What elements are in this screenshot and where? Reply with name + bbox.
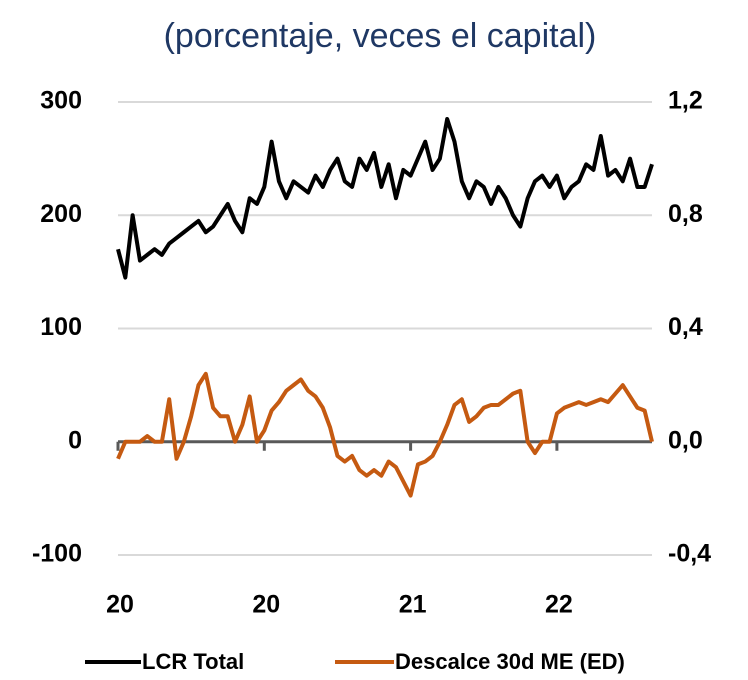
y2-tick-label: 0,4 — [668, 313, 703, 341]
data-line — [116, 371, 654, 498]
legend-label: Descalce 30d ME (ED) — [395, 649, 625, 674]
y2-tick-label: 1,2 — [668, 87, 703, 115]
legend-label: LCR Total — [142, 649, 244, 674]
data-line — [116, 116, 654, 280]
y-tick-label: 300 — [40, 87, 82, 115]
x-tick-label: 20 — [252, 591, 280, 619]
x-tick-label: 20 — [106, 591, 134, 619]
x-tick-label: 21 — [399, 591, 427, 619]
y2-tick-label: -0,4 — [668, 540, 711, 568]
y2-tick-label: 0,8 — [668, 200, 703, 228]
y-tick-label: 0 — [68, 426, 82, 454]
y-tick-label: -100 — [32, 540, 82, 568]
y2-tick-label: 0,0 — [668, 426, 703, 454]
x-tick-label: 22 — [545, 591, 573, 619]
chart-title: (porcentaje, veces el capital) — [164, 17, 597, 55]
y-tick-label: 100 — [40, 313, 82, 341]
y-tick-label: 200 — [40, 200, 82, 228]
